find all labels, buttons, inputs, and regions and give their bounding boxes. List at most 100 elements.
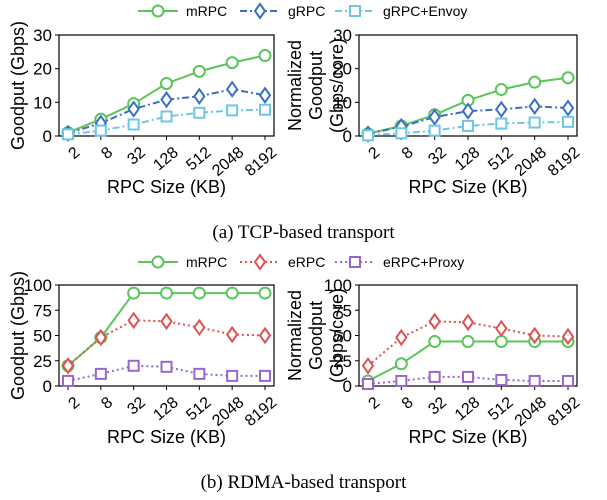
data-point xyxy=(227,57,238,68)
legend-marker xyxy=(350,257,360,267)
x-axis-label: RPC Size (KB) xyxy=(107,177,226,197)
data-point xyxy=(496,102,506,116)
x-tick-label: 2048 xyxy=(209,394,247,430)
data-point xyxy=(162,362,172,372)
data-point xyxy=(194,108,204,118)
data-point xyxy=(563,101,573,115)
x-tick-label: 2048 xyxy=(512,394,550,430)
data-point xyxy=(260,371,270,381)
legend-label: gRPC+Envoy xyxy=(383,3,467,19)
data-point xyxy=(396,331,406,345)
y-axis-label-line: (Gbps/core) xyxy=(327,38,347,133)
x-tick-label: 128 xyxy=(452,144,483,174)
data-point xyxy=(430,372,440,382)
legend-marker xyxy=(153,257,164,268)
data-point xyxy=(260,329,270,343)
x-tick-label: 512 xyxy=(485,144,516,174)
y-tick-label: 75 xyxy=(33,301,52,320)
caption-tcp: (a) TCP-based transport xyxy=(0,222,607,244)
x-tick-label: 128 xyxy=(150,394,181,424)
x-tick-label: 32 xyxy=(425,394,450,419)
y-axis-label-line: Normalized xyxy=(285,290,305,381)
x-axis-label: RPC Size (KB) xyxy=(408,427,527,447)
x-tick-label: 2 xyxy=(366,144,384,163)
data-point xyxy=(63,129,73,139)
legend-marker xyxy=(255,4,265,18)
chart-2: 01020302 8 32 128 51220488192RPC Size (KB)No… xyxy=(285,26,583,197)
x-tick-label: 32 xyxy=(425,144,450,169)
x-tick-label: 512 xyxy=(485,394,516,424)
data-point xyxy=(227,105,237,115)
x-tick-label: 2048 xyxy=(512,144,550,180)
data-point xyxy=(260,105,270,115)
x-tick-label: 8 xyxy=(98,144,116,163)
data-point xyxy=(563,376,573,386)
data-point xyxy=(363,130,373,140)
y-tick-label: 0 xyxy=(43,127,52,146)
legend-label: gRPC xyxy=(288,3,325,19)
data-point xyxy=(396,358,407,369)
legend: mRPC gRPC gRPC+Envoy xyxy=(138,3,467,19)
data-point xyxy=(260,88,270,102)
data-point xyxy=(227,371,237,381)
data-point xyxy=(463,315,473,329)
data-point xyxy=(227,327,237,341)
series-erpc-proxy xyxy=(63,361,270,386)
data-point xyxy=(463,372,473,382)
x-tick-label: 8192 xyxy=(545,394,583,430)
legend-marker xyxy=(255,255,265,269)
y-axis-label-line: Goodput (Gbps) xyxy=(8,21,28,150)
legend-label: mRPC xyxy=(186,3,227,19)
data-point xyxy=(496,119,506,129)
data-point xyxy=(463,104,473,118)
data-point xyxy=(161,288,172,299)
x-tick-label: 8192 xyxy=(242,394,280,430)
data-point xyxy=(162,111,172,121)
data-point xyxy=(194,288,205,299)
data-point xyxy=(161,78,172,89)
data-point xyxy=(496,375,506,385)
data-point xyxy=(430,126,440,136)
x-tick-label: 128 xyxy=(150,144,181,174)
data-point xyxy=(129,361,139,371)
data-point xyxy=(194,369,204,379)
y-axis-label-line: Goodput (Gbps) xyxy=(8,271,28,400)
x-tick-label: 128 xyxy=(452,394,483,424)
legend-label: eRPC+Proxy xyxy=(383,254,464,270)
x-tick-label: 8 xyxy=(399,144,417,163)
y-tick-label: 50 xyxy=(33,327,52,346)
data-point xyxy=(194,66,205,77)
data-point xyxy=(63,376,73,386)
data-point xyxy=(530,118,540,128)
y-tick-label: 30 xyxy=(33,26,52,45)
x-tick-label: 8192 xyxy=(545,144,583,180)
y-axis-label: Goodput (Gbps) xyxy=(8,271,28,400)
data-point xyxy=(162,314,172,328)
x-tick-label: 2 xyxy=(66,144,84,163)
data-point xyxy=(496,321,506,335)
x-axis-label: RPC Size (KB) xyxy=(107,427,226,447)
data-point xyxy=(463,336,474,347)
x-tick-label: 8192 xyxy=(242,144,280,180)
data-point xyxy=(96,369,106,379)
legend: mRPC eRPC eRPC+Proxy xyxy=(138,254,464,270)
data-point xyxy=(496,84,507,95)
x-tick-label: 32 xyxy=(124,394,149,419)
x-tick-label: 2048 xyxy=(209,144,247,180)
data-point xyxy=(363,359,373,373)
y-tick-label: 0 xyxy=(43,377,52,396)
legend-marker xyxy=(350,6,360,16)
data-point xyxy=(227,82,237,96)
y-axis-label-line: (Gbps/core) xyxy=(327,288,347,383)
data-point xyxy=(129,120,139,130)
data-point xyxy=(194,89,204,103)
chart-3: 02550751002 8 32 128 51220488192RPC Size (KB… xyxy=(8,254,464,447)
data-point xyxy=(227,288,238,299)
data-point xyxy=(463,121,473,131)
x-axis-label: RPC Size (KB) xyxy=(408,177,527,197)
x-tick-label: 2 xyxy=(366,394,384,413)
data-point xyxy=(563,72,574,83)
y-axis-label: Goodput (Gbps) xyxy=(8,21,28,150)
